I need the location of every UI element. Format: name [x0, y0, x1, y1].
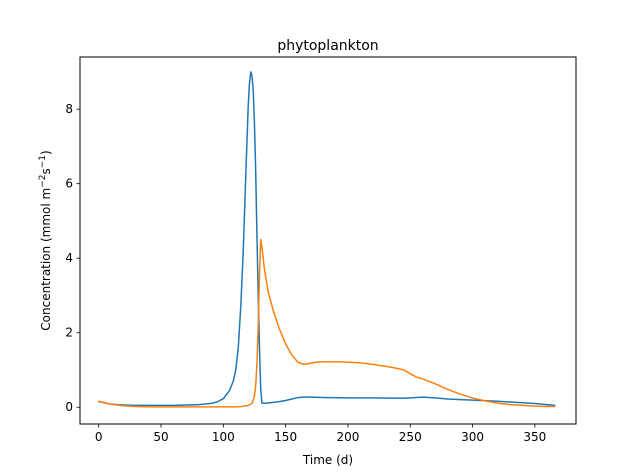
x-tick-label: 0 [95, 430, 103, 444]
y-tick-label: 2 [65, 326, 73, 340]
y-axis-label-exp1: −2 [38, 175, 48, 188]
plot-frame [79, 56, 577, 425]
y-axis-label-main: Concentration (mmol m [39, 188, 53, 331]
x-axis: 0 50 100 150 200 250 300 350 [95, 424, 546, 444]
y-tick-label: 8 [65, 102, 73, 116]
x-tick-label: 250 [399, 430, 422, 444]
x-tick-label: 350 [523, 430, 546, 444]
series-line-2 [97, 238, 556, 408]
x-tick-label: 300 [461, 430, 484, 444]
plot-series [97, 71, 556, 408]
chart-title: phytoplankton [277, 38, 378, 54]
x-axis-label: Time (d) [302, 453, 353, 467]
x-tick-label: 100 [212, 430, 235, 444]
x-tick-label: 200 [336, 430, 359, 444]
y-tick-label: 0 [65, 400, 73, 414]
y-axis-label: Concentration (mmol m−2s−1) [38, 150, 53, 330]
y-axis-label-close: ) [39, 150, 53, 155]
y-axis: 0 2 4 6 8 [65, 102, 80, 414]
y-axis-label-exp2: −1 [38, 155, 48, 168]
x-tick-label: 150 [274, 430, 297, 444]
x-tick-label: 50 [153, 430, 168, 444]
y-axis-label-unit2: s [39, 168, 53, 174]
series-line-1 [97, 71, 556, 407]
y-tick-label: 4 [65, 251, 73, 265]
y-tick-label: 6 [65, 177, 73, 191]
